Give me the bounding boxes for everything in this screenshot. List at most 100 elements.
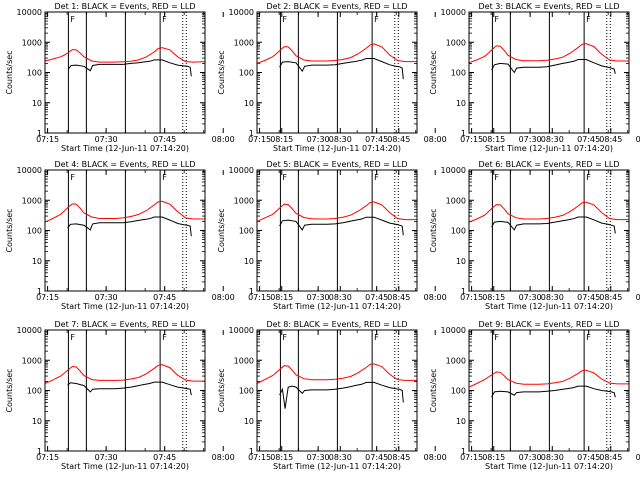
x-tick-label: 07:30 (519, 293, 542, 302)
x-tick-label: 07:30 (95, 135, 118, 144)
flag-glyph: F (162, 173, 167, 182)
y-tick-label: 1 (461, 129, 466, 138)
x-tick-label: 08:00 (212, 293, 235, 302)
flag-glyph: F (282, 15, 287, 24)
x-tick-label: 07:15 (460, 135, 483, 144)
y-tick-label: 1000 (446, 196, 466, 205)
series-line-lld (256, 201, 417, 222)
x-tick-label: 07:45 (153, 453, 176, 462)
flag-glyph: F (282, 333, 287, 342)
series-line-lld (256, 363, 417, 384)
y-axis-label: Counts/sec (217, 368, 226, 412)
y-tick-label: 100 (239, 227, 254, 236)
y-tick-label: 1000 (234, 196, 254, 205)
series-line-events (68, 59, 192, 77)
panel-title: Det 9: BLACK = Events, RED = LLD (479, 320, 620, 329)
series-line-lld (468, 201, 629, 223)
x-tick-label: 07:45 (577, 135, 600, 144)
x-axis-label: Start Time (12-Jun-11 07:14:20) (273, 302, 401, 311)
x-tick-label: 07:30 (95, 453, 118, 462)
x-tick-label: 08:00 (424, 293, 447, 302)
x-tick-label: 07:45 (365, 135, 388, 144)
x-tick-label: 08:00 (424, 135, 447, 144)
detector-panel-7: Det 7: BLACK = Events, RED = LLD Counts/s… (5, 320, 410, 471)
y-tick-label: 100 (451, 227, 466, 236)
plot-frame (256, 169, 418, 292)
y-tick-label: 10 (32, 417, 42, 426)
y-tick-label: 1000 (22, 38, 42, 47)
x-tick-label: 07:45 (153, 135, 176, 144)
x-tick-label: 07:30 (95, 293, 118, 302)
y-tick-label: 10000 (229, 8, 254, 17)
y-tick-label: 1 (37, 447, 42, 456)
x-axis-label: Start Time (12-Jun-11 07:14:20) (485, 144, 613, 153)
x-tick-label: 08:30 (541, 453, 564, 462)
y-tick-label: 10 (456, 99, 466, 108)
y-tick-label: 10000 (229, 326, 254, 335)
series-line-events (67, 216, 192, 237)
x-tick-label: 07:30 (307, 293, 330, 302)
flag-glyph: F (586, 333, 591, 342)
plot-frame (256, 11, 418, 134)
y-tick-label: 1000 (22, 196, 42, 205)
series-line-lld (44, 364, 205, 384)
y-tick-label: 10000 (441, 8, 466, 17)
x-tick-label: 08:00 (636, 135, 640, 144)
series-line-lld (468, 369, 629, 388)
y-tick-label: 1 (37, 129, 42, 138)
y-tick-label: 10 (32, 99, 42, 108)
flag-glyph: F (586, 173, 591, 182)
series-line-events (491, 385, 616, 398)
x-tick-label: 08:30 (329, 293, 352, 302)
y-axis-label: Counts/sec (5, 368, 14, 412)
x-tick-label: 08:45 (387, 293, 410, 302)
y-tick-label: 1 (249, 287, 254, 296)
detector-panel-1: Det 1: BLACK = Events, RED = LLD Counts/s… (5, 2, 410, 153)
y-tick-label: 100 (451, 387, 466, 396)
panel-title: Det 7: BLACK = Events, RED = LLD (55, 320, 196, 329)
x-tick-label: 08:00 (636, 293, 640, 302)
detector-panel-3: Det 3: BLACK = Events, RED = LLD Counts/s… (429, 2, 640, 153)
y-tick-label: 100 (27, 69, 42, 78)
detector-panel-5: Det 5: BLACK = Events, RED = LLD Counts/s… (217, 160, 622, 311)
x-axis-label: Start Time (12-Jun-11 07:14:20) (485, 462, 613, 471)
flag-glyph: F (374, 15, 379, 24)
y-tick-label: 100 (27, 227, 42, 236)
series-line-lld (44, 200, 205, 223)
series-line-events (279, 381, 404, 409)
x-axis-label: Start Time (12-Jun-11 07:14:20) (61, 144, 189, 153)
flag-glyph: F (70, 333, 75, 342)
plot-frame (44, 169, 206, 292)
x-axis-label: Start Time (12-Jun-11 07:14:20) (61, 462, 189, 471)
series-line-events (67, 381, 192, 396)
y-tick-label: 1000 (446, 356, 466, 365)
x-tick-label: 07:30 (519, 135, 542, 144)
series-line-events (279, 216, 404, 236)
y-axis-label: Counts/sec (429, 368, 438, 412)
x-tick-label: 07:15 (36, 293, 59, 302)
panel-title: Det 2: BLACK = Events, RED = LLD (267, 2, 408, 11)
y-tick-label: 10 (244, 99, 254, 108)
y-tick-label: 1000 (22, 356, 42, 365)
series-line-lld (256, 43, 417, 64)
y-tick-label: 1 (461, 287, 466, 296)
y-tick-label: 100 (239, 69, 254, 78)
plot-frame (468, 329, 630, 452)
x-tick-label: 07:30 (307, 453, 330, 462)
x-tick-label: 07:30 (307, 135, 330, 144)
flag-glyph: F (494, 15, 499, 24)
y-tick-label: 10000 (441, 326, 466, 335)
detector-panel-2: Det 2: BLACK = Events, RED = LLD Counts/s… (217, 2, 622, 153)
x-tick-label: 08:15 (270, 135, 293, 144)
y-axis-label: Counts/sec (5, 50, 14, 94)
flag-glyph: F (282, 173, 287, 182)
x-axis-label: Start Time (12-Jun-11 07:14:20) (273, 144, 401, 153)
flag-glyph: F (586, 15, 591, 24)
x-tick-label: 07:15 (248, 135, 271, 144)
plot-frame (468, 169, 630, 292)
y-axis-label: Counts/sec (429, 208, 438, 252)
y-tick-label: 1000 (234, 38, 254, 47)
panel-title: Det 8: BLACK = Events, RED = LLD (267, 320, 408, 329)
detector-panel-8: Det 8: BLACK = Events, RED = LLD Counts/s… (217, 320, 622, 471)
